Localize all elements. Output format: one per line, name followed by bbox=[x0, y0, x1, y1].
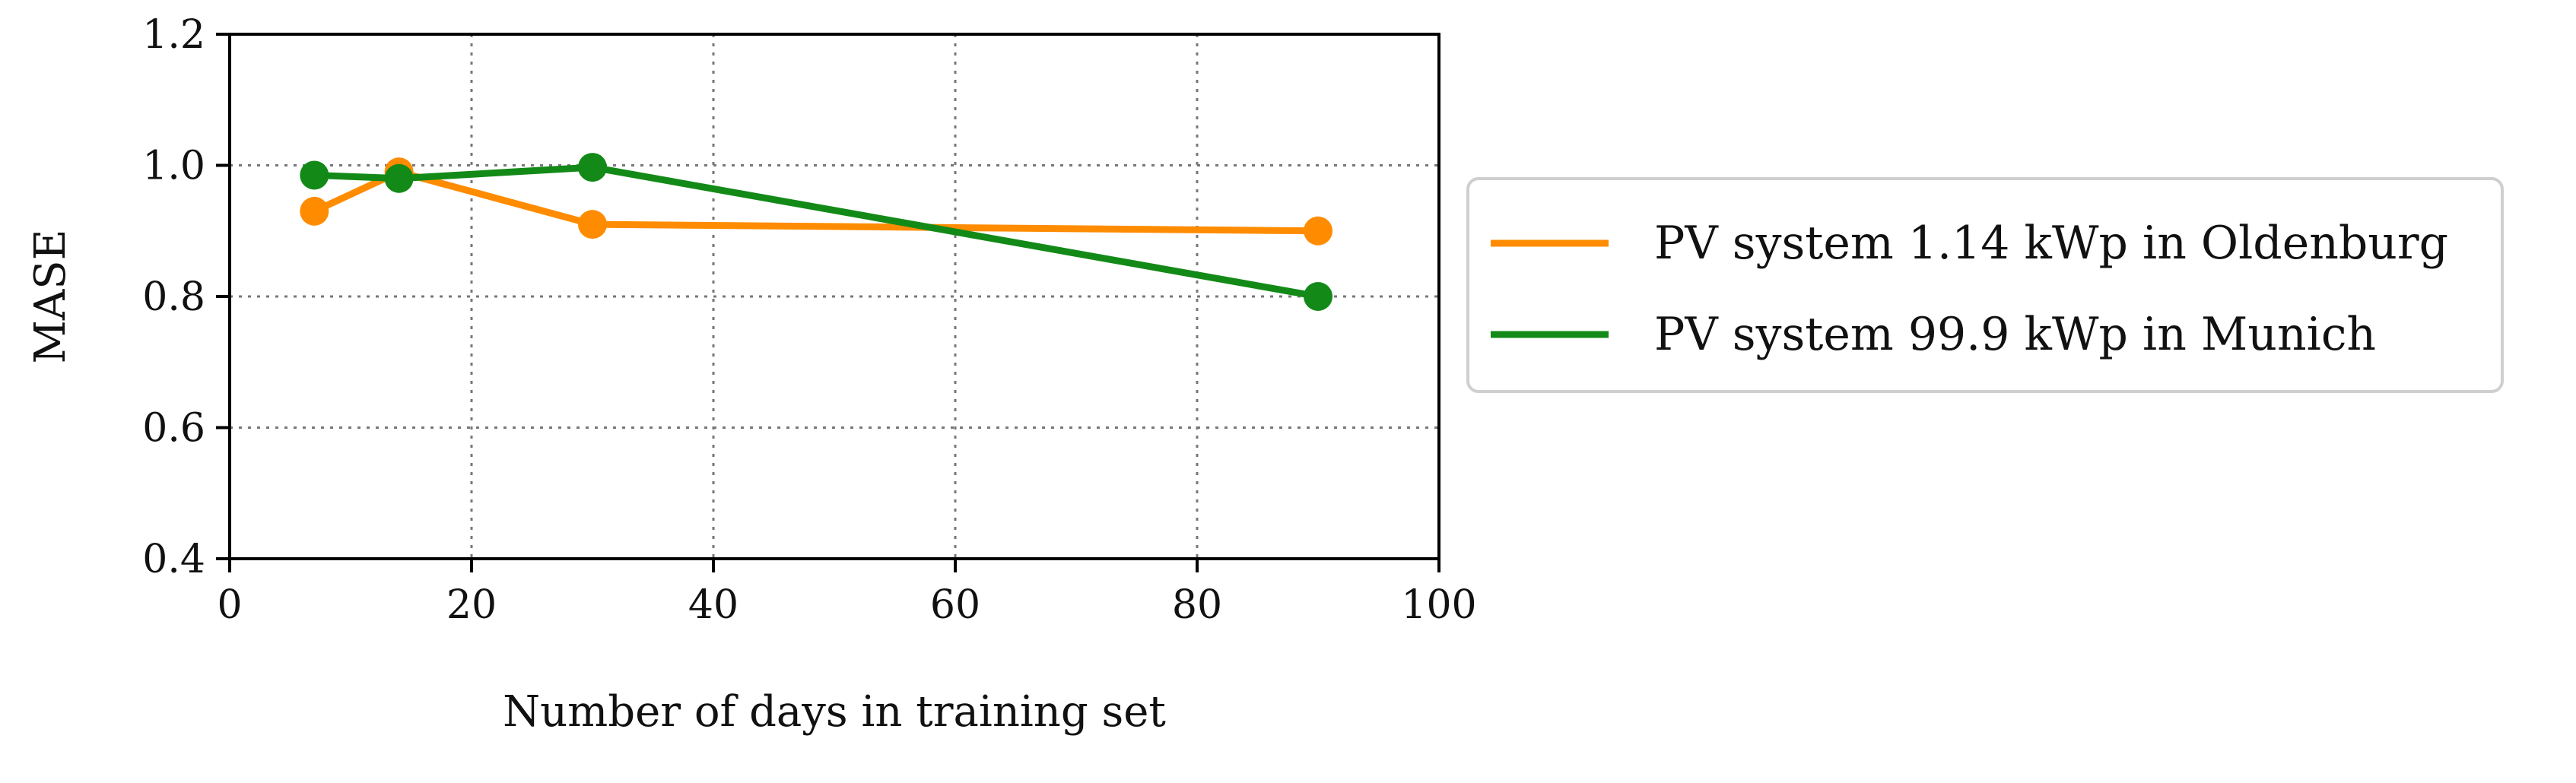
ticks bbox=[216, 33, 1440, 572]
legend-label-oldenburg: PV system 1.14 kWp in Oldenburg bbox=[1654, 217, 2448, 270]
y-tick-label: 0.6 bbox=[142, 406, 205, 452]
grid bbox=[230, 34, 1439, 559]
x-tick-label: 80 bbox=[1172, 582, 1222, 628]
series-line bbox=[310, 163, 1322, 300]
data-point bbox=[578, 153, 607, 182]
y-tick-label: 1.0 bbox=[142, 144, 205, 189]
y-tick-label: 0.4 bbox=[142, 537, 205, 582]
legend: PV system 1.14 kWp in Oldenburg PV syste… bbox=[1466, 177, 2504, 393]
data-point bbox=[384, 163, 414, 193]
data-point bbox=[1304, 216, 1332, 246]
x-tick-label: 40 bbox=[688, 582, 738, 628]
data-point bbox=[300, 196, 329, 226]
x-tick-labels: 0 20 40 60 80 100 bbox=[217, 582, 1476, 628]
x-axis-title: Number of days in training set bbox=[503, 687, 1166, 737]
data-point bbox=[300, 160, 329, 190]
y-tick-label: 0.8 bbox=[142, 274, 205, 320]
series-layer bbox=[300, 153, 1332, 311]
legend-box bbox=[1466, 177, 2504, 393]
series-munich bbox=[300, 153, 1332, 311]
series-line bbox=[310, 168, 1322, 235]
y-axis-title: MASE bbox=[26, 229, 75, 363]
x-tick-label: 100 bbox=[1401, 582, 1476, 628]
series-oldenburg bbox=[300, 157, 1332, 246]
y-tick-labels: 0.4 0.6 0.8 1.0 1.2 bbox=[142, 12, 205, 582]
data-point bbox=[1304, 282, 1332, 311]
data-point bbox=[578, 210, 607, 239]
x-tick-label: 0 bbox=[217, 582, 242, 628]
y-tick-label: 1.2 bbox=[142, 12, 205, 58]
x-tick-label: 60 bbox=[930, 582, 980, 628]
legend-label-munich: PV system 99.9 kWp in Munich bbox=[1654, 308, 2376, 361]
x-tick-label: 20 bbox=[446, 582, 497, 628]
